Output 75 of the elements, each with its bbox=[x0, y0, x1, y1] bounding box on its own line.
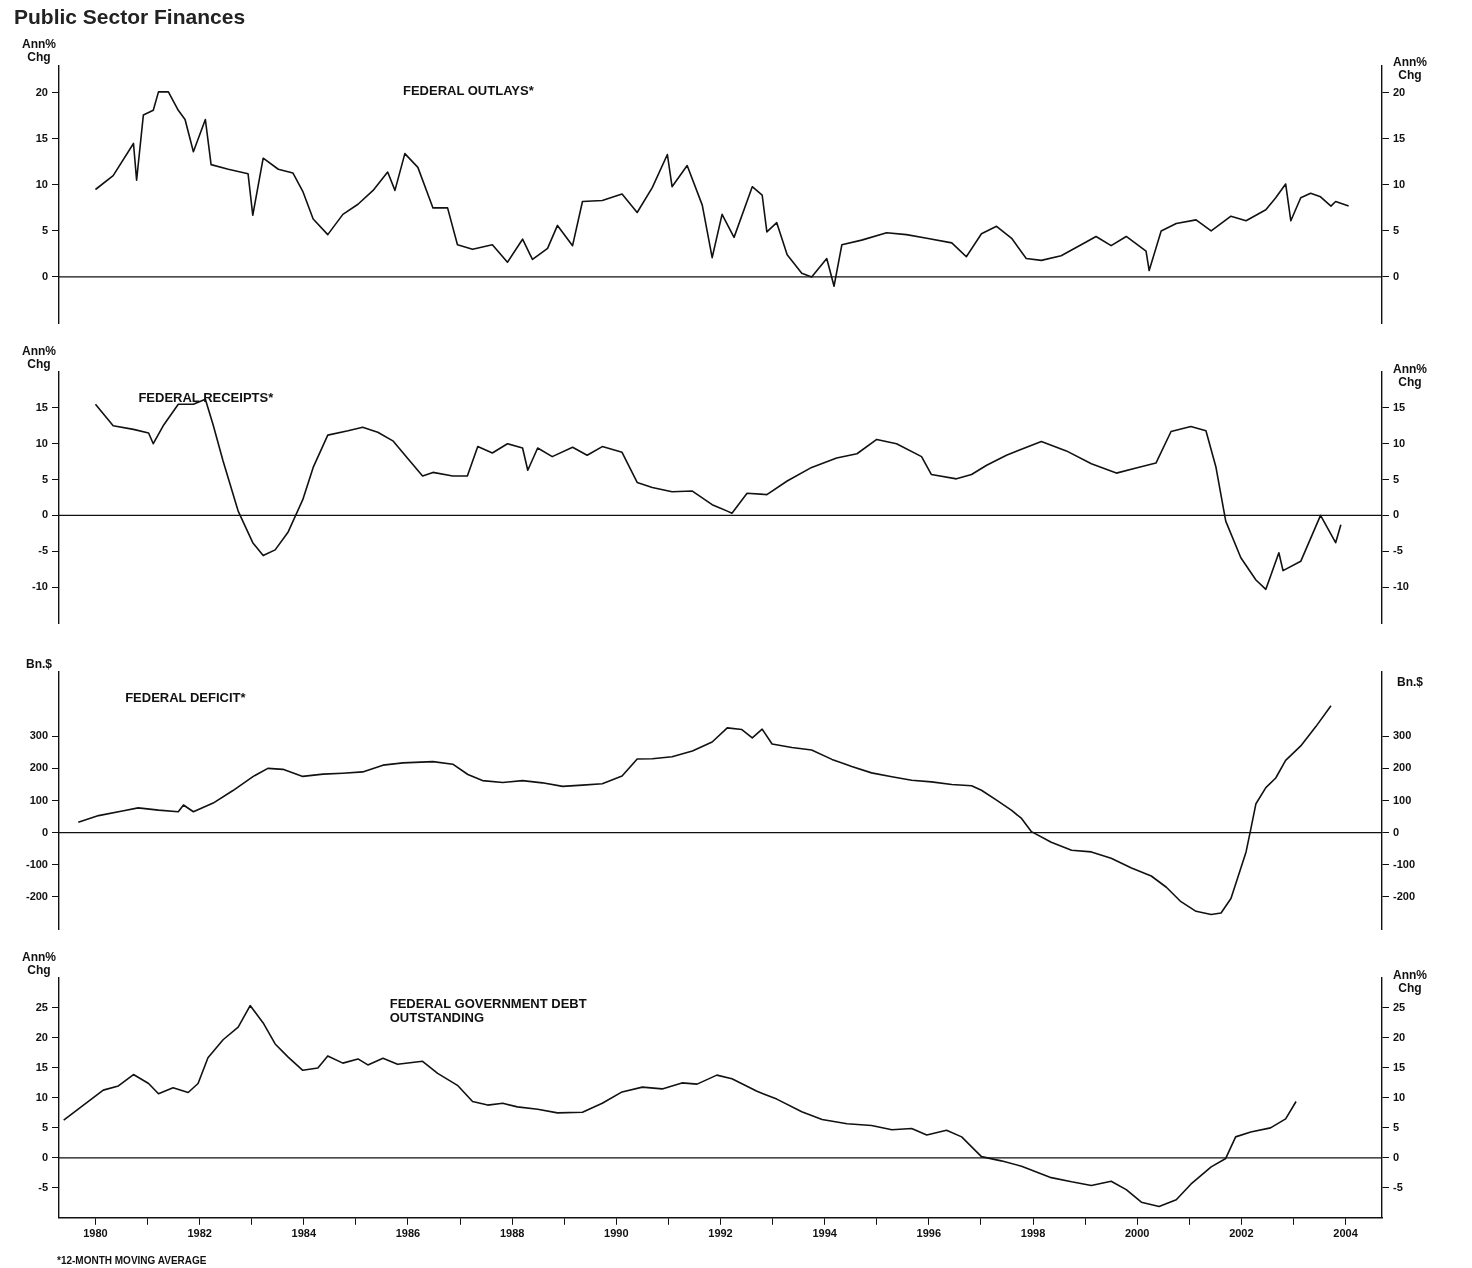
y2-tick-label: 15 bbox=[1393, 131, 1406, 144]
y2-tick-label: -200 bbox=[1393, 889, 1416, 902]
y-tick-label: 20 bbox=[35, 1030, 48, 1043]
y-tick-label: 5 bbox=[41, 223, 48, 236]
x-tick-label: 2004 bbox=[1333, 1227, 1359, 1240]
y2-tick-label: 10 bbox=[1393, 177, 1406, 190]
chart-title: Public Sector Finances bbox=[14, 5, 246, 29]
y-tick-label: 5 bbox=[41, 472, 48, 485]
y2-tick-label: 5 bbox=[1393, 223, 1400, 236]
y-tick-label: 15 bbox=[35, 400, 48, 413]
y2-tick-label: 15 bbox=[1393, 1060, 1406, 1073]
y-tick-label: 300 bbox=[29, 729, 48, 742]
x-tick-label: 1986 bbox=[395, 1227, 421, 1240]
y-tick-label: 0 bbox=[41, 508, 48, 521]
x-tick-label: 1982 bbox=[187, 1227, 212, 1240]
y2-axis-title: Bn.$ bbox=[1396, 675, 1424, 689]
y2-tick-label: 10 bbox=[1393, 1090, 1406, 1103]
y-tick-label: 0 bbox=[41, 270, 48, 282]
x-tick-label: 1980 bbox=[83, 1227, 108, 1240]
y-tick-label: 100 bbox=[29, 793, 48, 806]
y2-tick-label: 0 bbox=[1393, 508, 1400, 521]
x-tick-label: 1996 bbox=[916, 1227, 942, 1240]
x-tick-label: 1992 bbox=[708, 1227, 733, 1240]
y2-tick-label: -100 bbox=[1393, 857, 1416, 870]
y-axis-title: Ann% Chg bbox=[22, 37, 57, 65]
y-tick-label: 200 bbox=[29, 761, 48, 774]
y2-tick-label: 0 bbox=[1393, 270, 1400, 282]
y2-tick-label: 20 bbox=[1393, 85, 1406, 98]
y2-tick-label: 15 bbox=[1393, 400, 1406, 413]
x-tick-label: 1988 bbox=[499, 1227, 525, 1240]
text: FEDERAL DEFICIT* bbox=[125, 690, 247, 705]
y2-tick-label: 100 bbox=[1393, 793, 1412, 806]
text: FEDERAL GOVERNMENT DEBT OUTSTANDING bbox=[389, 996, 587, 1025]
y2-axis-title: Ann% Chg bbox=[1393, 968, 1428, 995]
text: *12-MONTH MOVING AVERAGE bbox=[57, 1255, 207, 1266]
y-tick-label: 15 bbox=[35, 1060, 48, 1073]
y-tick-label: 25 bbox=[35, 1001, 48, 1014]
x-tick-label: 1984 bbox=[291, 1227, 317, 1240]
y2-tick-label: 0 bbox=[1393, 825, 1400, 838]
y-tick-label: -200 bbox=[25, 889, 48, 902]
y-axis-title: Ann% Chg bbox=[22, 344, 57, 371]
y2-tick-label: 10 bbox=[1393, 436, 1406, 449]
x-tick-label: 1990 bbox=[604, 1227, 629, 1240]
y2-tick-label: 20 bbox=[1393, 1030, 1406, 1043]
y-axis-title: Ann% Chg bbox=[22, 950, 57, 977]
y2-tick-label: 5 bbox=[1393, 472, 1400, 485]
y2-axis-title: Ann% Chg bbox=[1393, 55, 1428, 83]
y2-tick-label: -5 bbox=[1393, 544, 1403, 557]
text: FEDERAL OUTLAYS* bbox=[402, 83, 535, 99]
x-tick-label: 1998 bbox=[1020, 1227, 1046, 1240]
y-tick-label: 0 bbox=[41, 825, 48, 838]
y-tick-label: 5 bbox=[41, 1120, 48, 1133]
y2-axis-title: Ann% Chg bbox=[1393, 362, 1428, 389]
y-tick-label: 20 bbox=[35, 85, 48, 98]
y-tick-label: -10 bbox=[32, 580, 48, 593]
y2-tick-label: -5 bbox=[1393, 1180, 1403, 1193]
y-tick-label: 10 bbox=[35, 1090, 48, 1103]
y2-tick-label: 25 bbox=[1393, 1001, 1406, 1014]
y2-tick-label: 300 bbox=[1393, 729, 1412, 742]
y2-tick-label: 5 bbox=[1393, 1120, 1400, 1133]
y-tick-label: -5 bbox=[38, 544, 48, 557]
y-axis-title: Bn.$ bbox=[25, 657, 53, 671]
text: FEDERAL RECEIPTS* bbox=[138, 390, 275, 405]
y-tick-label: 10 bbox=[35, 177, 48, 190]
y2-tick-label: 0 bbox=[1393, 1150, 1400, 1163]
x-tick-label: 2002 bbox=[1229, 1227, 1254, 1240]
y2-tick-label: -10 bbox=[1393, 580, 1409, 593]
x-tick-label: 2000 bbox=[1124, 1227, 1150, 1240]
y-tick-label: 0 bbox=[41, 1150, 48, 1163]
y2-tick-label: 200 bbox=[1393, 761, 1412, 774]
x-tick-label: 1994 bbox=[812, 1227, 838, 1240]
y-tick-label: 10 bbox=[35, 436, 48, 449]
y-tick-label: -5 bbox=[38, 1180, 48, 1193]
y-tick-label: -100 bbox=[25, 857, 48, 870]
y-tick-label: 15 bbox=[35, 131, 48, 144]
